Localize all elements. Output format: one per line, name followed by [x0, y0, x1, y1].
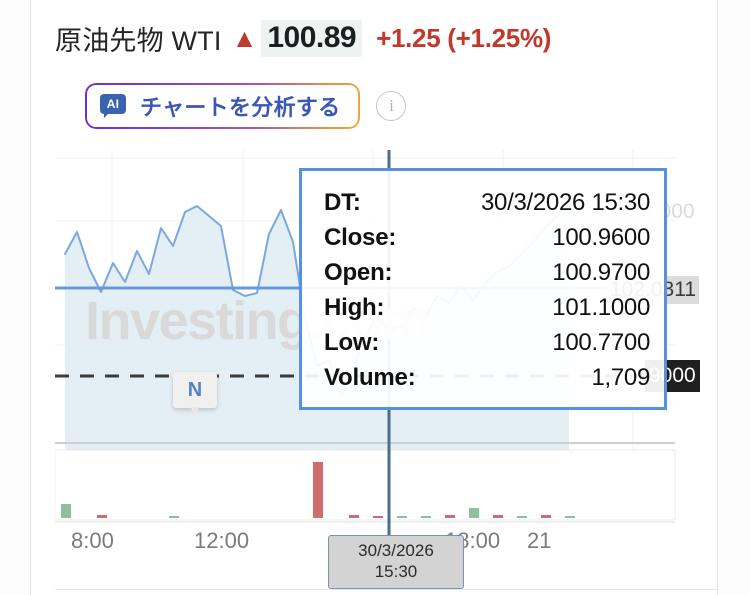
analyze-chart-label: チャートを分析する	[140, 95, 341, 120]
tooltip-value-open: 100.9700	[552, 259, 650, 286]
bottom-divider	[55, 589, 717, 590]
page-content: 原油先物 WTI ▲ 100.89 +1.25 (+1.25%) AI チャート…	[31, 0, 717, 595]
volume-bars	[61, 462, 575, 518]
instrument-name: 原油先物 WTI	[55, 26, 222, 56]
arrow-up-icon: ▲	[231, 22, 258, 53]
crosshair-date-line2: 15:30	[374, 562, 418, 581]
crosshair-date-badge: 30/3/2026 15:30	[328, 535, 464, 589]
ai-bubble-tail	[104, 113, 109, 118]
tooltip-row: DT: 30/3/2026 15:30	[324, 185, 650, 220]
tooltip-key-low: Low:	[324, 329, 380, 356]
tooltip-value-dt: 30/3/2026 15:30	[481, 189, 650, 216]
tooltip-row: Open: 100.9700	[324, 255, 650, 290]
tooltip-row: Close: 100.9600	[324, 220, 650, 255]
tooltip-key-high: High:	[324, 294, 385, 321]
quote-header: 原油先物 WTI ▲ 100.89 +1.25 (+1.25%)	[55, 19, 551, 58]
x-tick-label-3: 21	[527, 528, 552, 553]
tooltip-row: Volume: 1,709	[324, 360, 650, 395]
news-marker-tip	[191, 407, 199, 419]
x-tick-label-0: 8:00	[71, 528, 114, 553]
analyze-chart-button[interactable]: AI チャートを分析する	[85, 83, 361, 129]
watermark-text: Investing	[85, 291, 310, 351]
crosshair-date-line1: 30/3/2026	[358, 541, 434, 560]
volume-pane	[55, 449, 676, 521]
right-gutter	[717, 0, 750, 595]
tooltip-row: Low: 100.7700	[324, 325, 650, 360]
tooltip-value-high: 101.1000	[552, 294, 650, 321]
x-tick-label-1: 12:00	[194, 528, 250, 553]
left-gutter	[0, 0, 31, 595]
chart-tooltip: DT: 30/3/2026 15:30 Close: 100.9600 Open…	[299, 168, 667, 410]
tooltip-key-open: Open:	[324, 259, 393, 286]
ai-speech-bubble-icon: AI	[100, 94, 126, 118]
price-change: +1.25 (+1.25%)	[376, 23, 552, 53]
news-marker-label: N	[173, 372, 217, 408]
tooltip-key-dt: DT:	[324, 189, 361, 216]
tooltip-value-volume: 1,709	[591, 364, 650, 391]
current-price: 100.89	[261, 20, 363, 57]
news-marker[interactable]: N	[173, 372, 217, 419]
info-circle-icon[interactable]: i	[376, 91, 407, 121]
tooltip-value-low: 100.7700	[552, 329, 650, 356]
ai-analyze-row: AI チャートを分析する i	[85, 83, 407, 129]
tooltip-key-close: Close:	[324, 224, 397, 251]
ai-badge-text: AI	[100, 94, 126, 114]
tooltip-value-close: 100.9600	[552, 224, 650, 251]
tooltip-key-volume: Volume:	[324, 364, 416, 391]
tooltip-row: High: 101.1000	[324, 290, 650, 325]
